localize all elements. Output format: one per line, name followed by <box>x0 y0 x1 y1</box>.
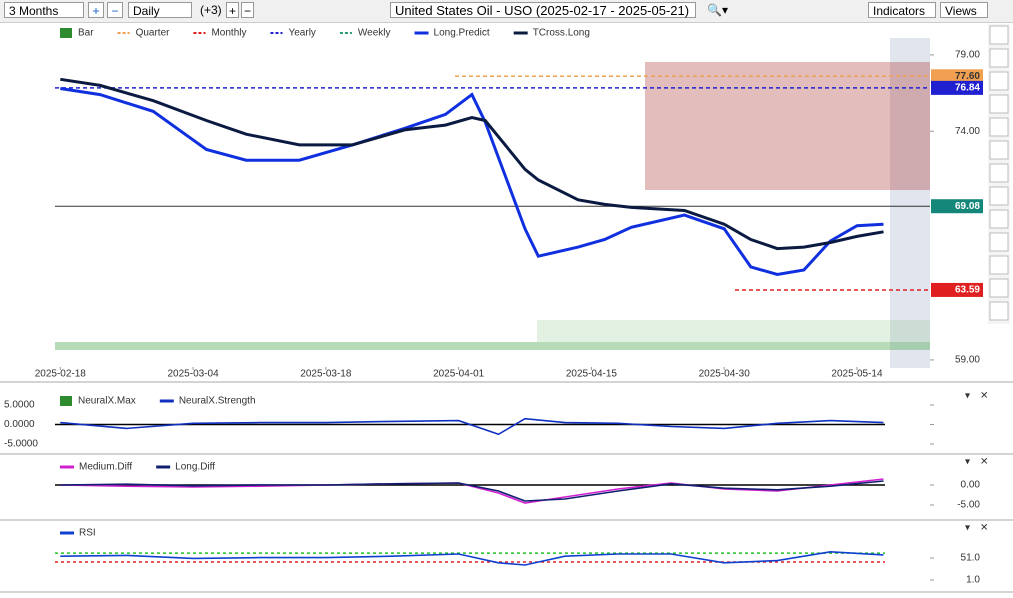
y-tick-label: 51.0 <box>961 553 981 564</box>
series-line <box>60 77 884 251</box>
support-zone-2 <box>537 320 930 342</box>
y-tick-label: 0.0000 <box>4 419 35 430</box>
series-line <box>60 87 884 277</box>
extra-count: (+3) <box>200 3 222 17</box>
legend-label: Long.Predict <box>434 28 490 39</box>
y-tick-label: -5.0000 <box>4 439 38 450</box>
support-zone <box>55 342 930 350</box>
tool-button[interactable] <box>989 48 1009 68</box>
tool-button[interactable] <box>989 209 1009 229</box>
legend-label: Weekly <box>358 28 391 39</box>
x-tick-label: 2025-05-14 <box>831 369 883 380</box>
tool-button[interactable] <box>989 117 1009 137</box>
x-tick-label: 2025-03-04 <box>168 369 220 380</box>
last-price-tag <box>931 199 983 214</box>
panel-close[interactable]: ✕ <box>980 391 988 402</box>
legend-swatch <box>60 28 72 38</box>
x-tick-label: 2025-03-18 <box>300 369 352 380</box>
period-select[interactable]: 3 Months <box>4 2 84 18</box>
tool-button[interactable] <box>989 301 1009 321</box>
tool-button[interactable] <box>989 186 1009 206</box>
level-label: 77.60 <box>955 71 980 82</box>
legend-label: Bar <box>78 28 94 39</box>
tool-button[interactable] <box>989 232 1009 252</box>
x-tick-label: 2025-04-30 <box>699 369 751 380</box>
legend-label: NeuralX.Max <box>78 396 136 407</box>
tool-button[interactable] <box>989 163 1009 183</box>
legend-label: Monthly <box>211 28 246 39</box>
x-tick-label: 2025-04-15 <box>566 369 618 380</box>
level-tag <box>931 69 983 84</box>
legend-swatch <box>60 396 72 406</box>
panel-close[interactable]: ✕ <box>980 523 988 534</box>
series-line <box>60 550 884 566</box>
tool-button[interactable] <box>989 94 1009 114</box>
last-price-label: 69.08 <box>955 201 980 212</box>
indicators-btn[interactable]: Indicators <box>868 2 936 18</box>
y-tick-label: -5.00 <box>957 500 980 511</box>
level-tag <box>931 282 983 297</box>
panel-menu[interactable]: ▾ <box>965 457 970 468</box>
series-line <box>60 480 884 502</box>
tool-button[interactable] <box>989 71 1009 91</box>
y-tick-label: 79.00 <box>955 50 980 61</box>
series-line <box>60 417 884 436</box>
y-tick-label: 0.00 <box>961 480 981 491</box>
future-zone <box>890 38 930 368</box>
tool-button[interactable] <box>989 278 1009 298</box>
search-btn[interactable]: 🔍▾ <box>707 3 728 17</box>
legend-label: NeuralX.Strength <box>179 396 256 407</box>
panel-menu[interactable]: ▾ <box>965 523 970 534</box>
views-btn[interactable]: Views <box>940 2 988 18</box>
level-label: 63.59 <box>955 285 980 296</box>
y-tick-label: 59.00 <box>955 355 980 366</box>
zoom-in[interactable]: + <box>88 2 104 18</box>
legend-label: Quarter <box>136 28 171 39</box>
legend-label: RSI <box>79 528 96 539</box>
level-tag <box>931 80 983 95</box>
legend-label: Medium.Diff <box>79 462 132 473</box>
chart-area: 59.00 74.00 79.00 2025-02-18 2025-03-04 2025-… <box>0 24 1013 593</box>
panel-close[interactable]: ✕ <box>980 457 988 468</box>
legend-label: TCross.Long <box>533 28 590 39</box>
legend-label: Long.Diff <box>175 462 215 473</box>
toolbar: 3 Months + − Daily (+3) + − United State… <box>0 0 1013 23</box>
symbol-title[interactable]: United States Oil - USO (2025-02-17 - 20… <box>390 2 696 18</box>
add-btn[interactable]: + <box>226 2 239 18</box>
tool-button[interactable] <box>989 25 1009 45</box>
panel-menu[interactable]: ▾ <box>965 391 970 402</box>
x-tick-label: 2025-04-01 <box>433 369 485 380</box>
resistance-zone <box>645 62 930 190</box>
remove-btn[interactable]: − <box>241 2 254 18</box>
y-tick-label: 1.0 <box>966 575 980 586</box>
y-tick-label: 74.00 <box>955 126 980 137</box>
interval-select[interactable]: Daily <box>128 2 192 18</box>
legend-label: Yearly <box>288 28 315 39</box>
tool-button[interactable] <box>989 255 1009 275</box>
series-line <box>60 478 884 504</box>
zoom-out[interactable]: − <box>107 2 123 18</box>
y-tick-label: 5.0000 <box>4 400 35 411</box>
level-label: 76.84 <box>955 83 980 94</box>
tool-button[interactable] <box>989 140 1009 160</box>
x-tick-label: 2025-02-18 <box>35 369 87 380</box>
